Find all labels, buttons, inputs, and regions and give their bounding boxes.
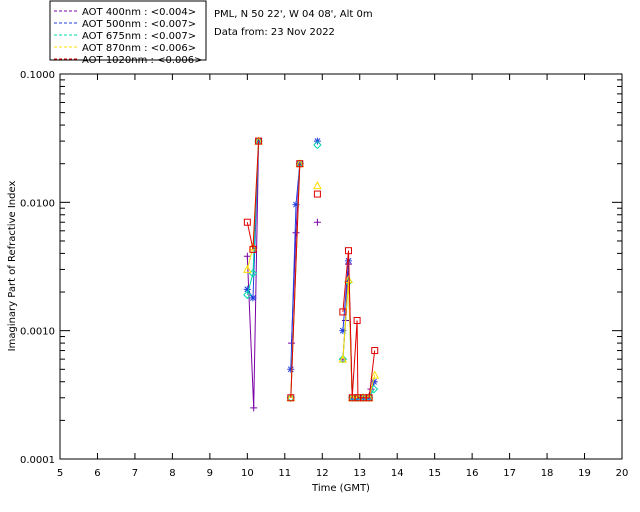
- data-point-marker: [249, 294, 257, 302]
- data-point-marker: [339, 308, 347, 316]
- x-tick-label: 6: [94, 468, 100, 479]
- x-tick-label: 12: [316, 468, 329, 479]
- series-group: [242, 136, 380, 412]
- x-tick-label: 7: [132, 468, 138, 479]
- axes: 5 6 7 8 9 10 11 12 13 14 15 16 17 18 19 20 0.0001 0.0010 0…: [20, 70, 628, 479]
- data-point-marker: [287, 365, 295, 373]
- x-tick-label: 5: [57, 468, 63, 479]
- data-point-marker: [250, 404, 258, 412]
- legend-entry: AOT 870nm : <0.006>: [82, 43, 196, 54]
- data-point-marker: [255, 137, 263, 145]
- legend-entry: AOT 400nm : <0.004>: [82, 7, 196, 18]
- data-point-marker: [313, 181, 322, 190]
- x-axis-label: Time (GMT): [311, 483, 370, 494]
- x-tick-label: 11: [278, 468, 291, 479]
- data-point-marker: [353, 317, 361, 325]
- series-line: [342, 250, 376, 399]
- y-axis-label: Imaginary Part of Refractive Index: [7, 181, 18, 352]
- y-tick-label: 0.0010: [20, 327, 55, 338]
- legend-entry: AOT 500nm : <0.007>: [82, 19, 196, 30]
- data-point-marker: [313, 190, 321, 198]
- data-point-marker: [370, 370, 380, 379]
- legend-entry: AOT 675nm : <0.007>: [82, 31, 196, 42]
- data-point-marker: [344, 275, 353, 284]
- x-tick-label: 19: [578, 468, 591, 479]
- series-line: [290, 163, 301, 398]
- info-date: Data from: 23 Nov 2022: [214, 27, 335, 38]
- data-point-marker: [313, 218, 321, 226]
- series-line: [246, 141, 260, 250]
- data-point-marker: [313, 140, 322, 150]
- legend-entry: AOT 1020nm : <0.006>: [82, 55, 202, 66]
- x-tick-label: 10: [241, 468, 254, 479]
- legend: AOT 400nm : <0.004>AOT 500nm : <0.007>AO…: [49, 0, 207, 66]
- data-point-marker: [371, 347, 379, 355]
- plot-frame: [59, 73, 623, 460]
- series-aot-1020nm: [243, 137, 379, 402]
- y-tick-label: 0.1000: [20, 70, 55, 81]
- data-point-marker: [344, 247, 352, 255]
- data-point-marker: [243, 285, 251, 293]
- data-point-marker: [338, 354, 348, 363]
- x-tick-label: 15: [428, 468, 441, 479]
- x-tick-label: 20: [616, 468, 629, 479]
- x-tick-label: 9: [207, 468, 213, 479]
- data-point-marker: [292, 201, 300, 209]
- data-point-marker: [243, 290, 252, 300]
- x-tick-label: 14: [391, 468, 404, 479]
- data-point-marker: [242, 264, 252, 273]
- x-tick-label: 16: [466, 468, 479, 479]
- x-tick-label: 17: [503, 468, 516, 479]
- x-tick-label: 8: [169, 468, 175, 479]
- data-point-marker: [287, 394, 295, 402]
- info-location: PML, N 50 22', W 04 08', Alt 0m: [214, 9, 373, 20]
- data-point-marker: [296, 160, 304, 168]
- data-point-marker: [365, 394, 373, 402]
- y-tick-label: 0.0001: [20, 455, 55, 466]
- data-point-marker: [243, 218, 251, 226]
- data-point-marker: [249, 245, 257, 253]
- data-point-marker: [292, 229, 300, 237]
- x-tick-label: 18: [541, 468, 554, 479]
- data-point-marker: [370, 378, 378, 386]
- data-point-marker: [243, 252, 251, 260]
- y-tick-label: 0.0100: [20, 198, 55, 209]
- series-aot-870nm: [242, 136, 380, 402]
- data-point-marker: [339, 327, 347, 335]
- series-line: [342, 279, 376, 399]
- x-tick-label: 13: [353, 468, 366, 479]
